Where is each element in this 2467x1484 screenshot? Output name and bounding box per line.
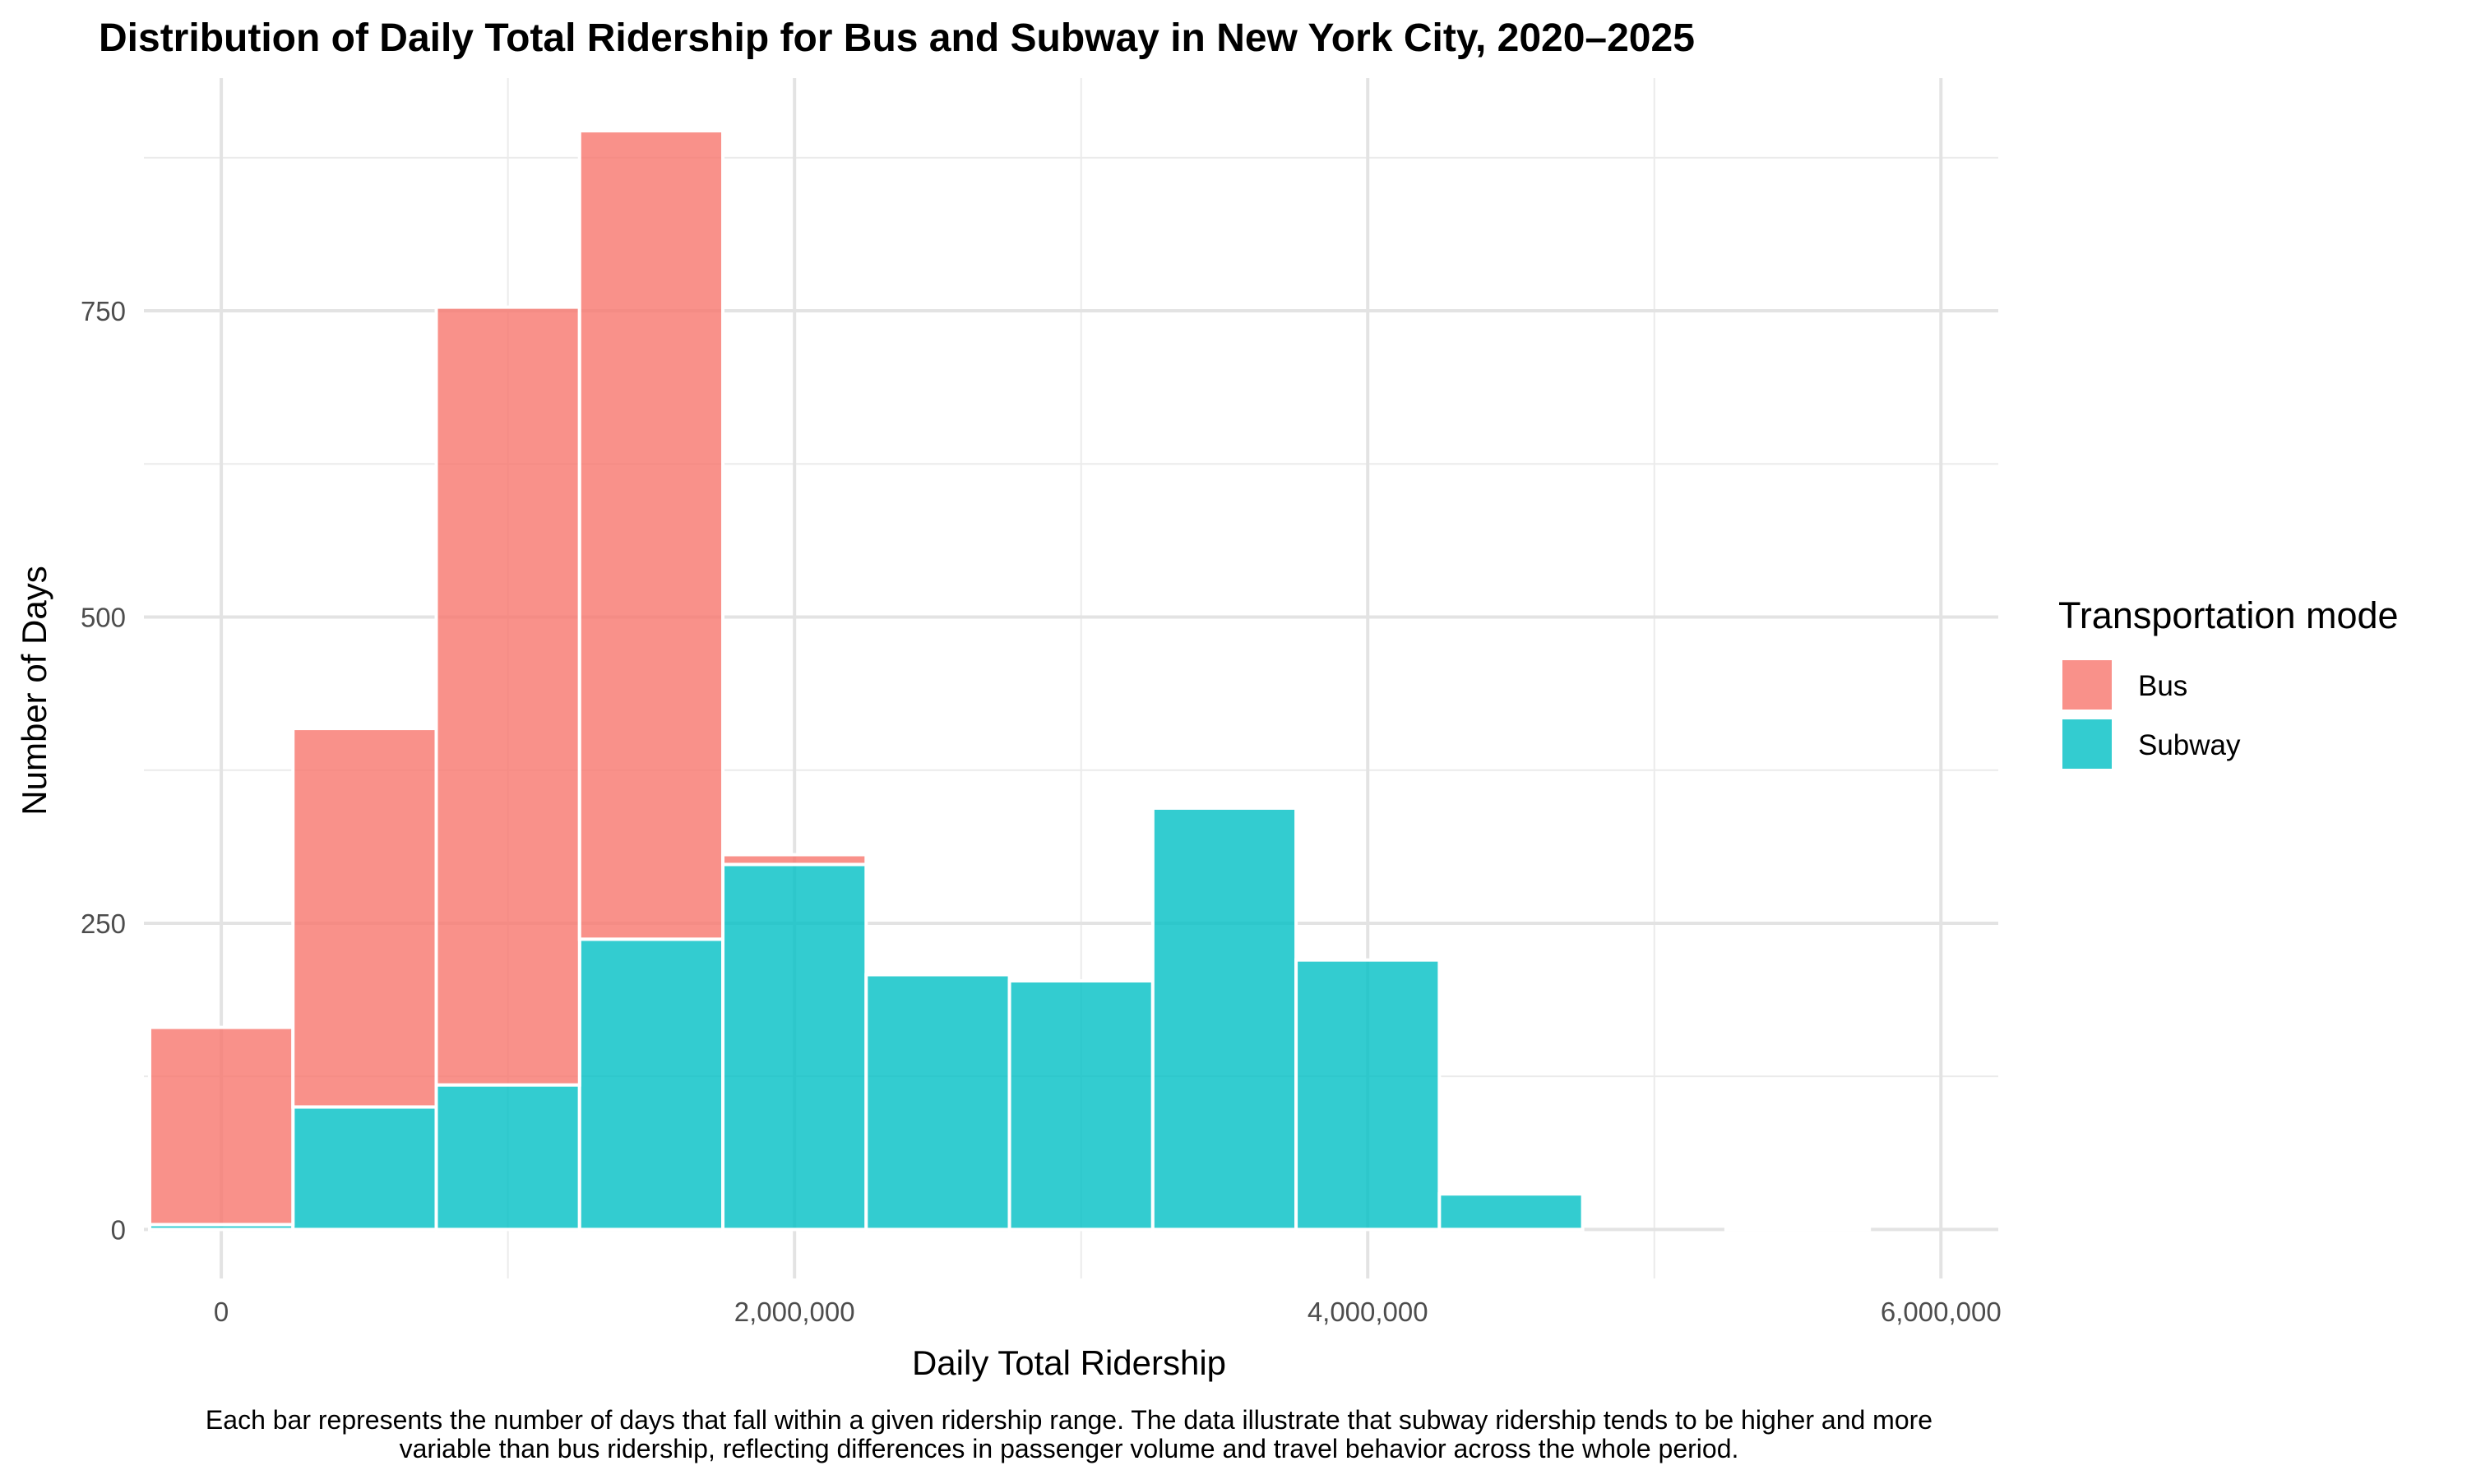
bar-subway-2 [434,1083,581,1232]
bar-subway-1 [291,1105,438,1232]
caption-line-1: Each bar represents the number of days t… [206,1405,1932,1435]
legend-label-subway: Subway [2138,729,2241,761]
legend-title: Transportation mode [2058,594,2399,636]
bar-bus-3 [577,129,725,941]
bar-subway-4 [721,862,868,1232]
x-tick-label: 2,000,000 [734,1297,855,1327]
axes: 0 2,000,000 4,000,000 6,000,000 0 250 500 750 [81,296,2002,1327]
bar-subway-5 [864,973,1011,1232]
x-tick-label: 0 [214,1297,229,1327]
bar-subway-3 [577,937,725,1232]
legend-label-bus: Bus [2138,670,2187,702]
legend-key-bus [2062,660,2112,710]
bar-subway-11 [1724,1225,1872,1232]
y-tick-label: 250 [81,908,126,939]
bar-subway-6 [1007,978,1155,1232]
y-tick-label: 0 [111,1214,126,1245]
x-axis-label: Daily Total Ridership [912,1343,1226,1382]
bar-bus-4 [721,853,868,867]
y-axis-label: Number of Days [15,566,53,815]
legend-key-subway [2062,719,2112,769]
bar-subway-8 [1294,958,1442,1232]
x-tick-label: 6,000,000 [1881,1297,2002,1327]
y-tick-label: 750 [81,296,126,326]
chart-title: Distribution of Daily Total Ridership fo… [99,16,1695,60]
legend: Transportation mode Bus Subway [2058,594,2399,769]
x-tick-label: 4,000,000 [1308,1297,1428,1327]
y-tick-label: 500 [81,603,126,633]
bar-bus-0 [147,1025,295,1227]
bar-subway-9 [1437,1192,1585,1232]
bar-subway-7 [1150,806,1298,1232]
bar-bus-1 [291,727,438,1109]
bars [147,129,1872,1232]
caption-line-2: variable than bus ridership, reflecting … [400,1434,1739,1463]
bar-bus-2 [434,305,581,1087]
